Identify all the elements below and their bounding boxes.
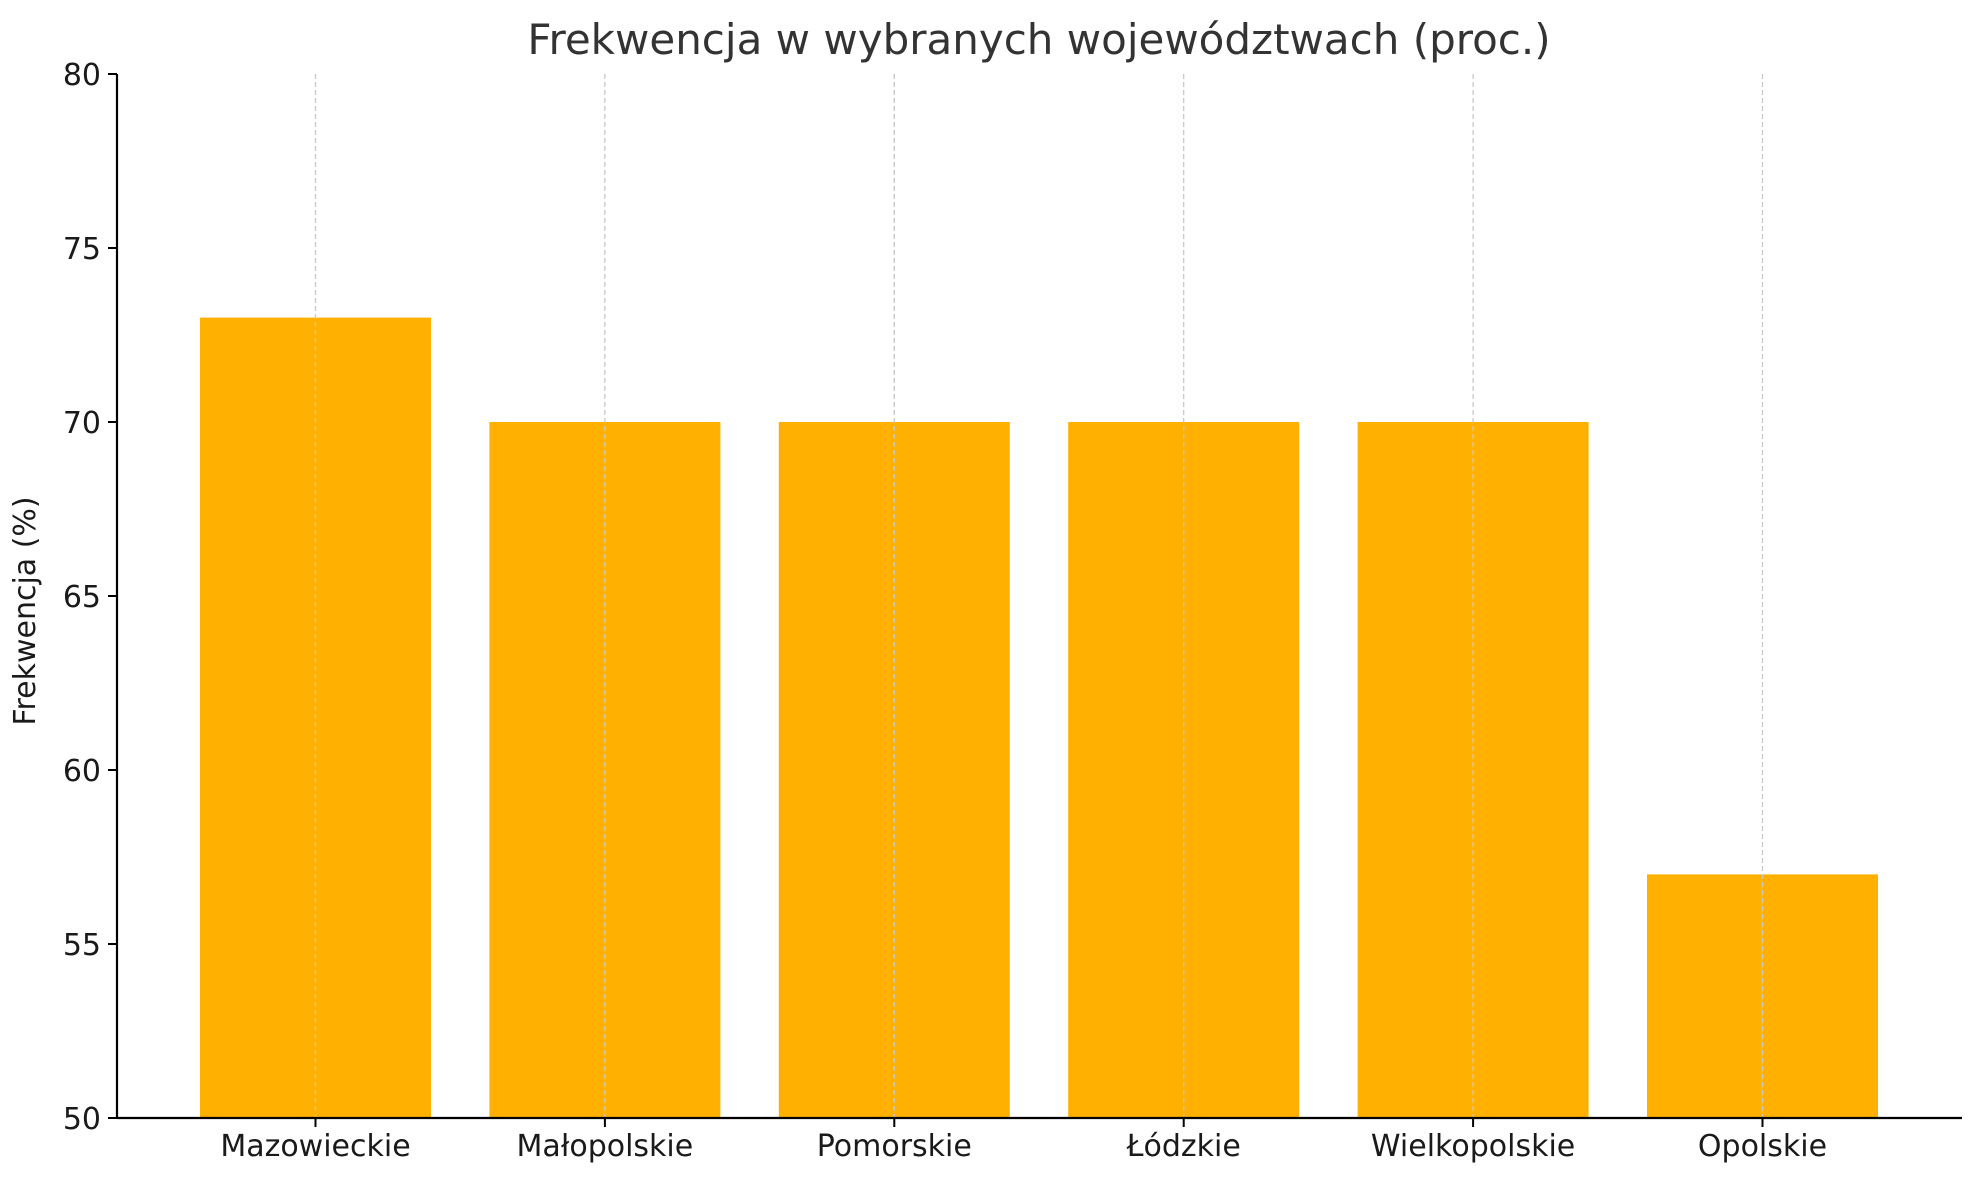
- y-tick-label: 55: [63, 928, 101, 963]
- x-tick-label: Mazowieckie: [220, 1129, 410, 1164]
- chart-title: Frekwencja w wybranych województwach (pr…: [527, 15, 1550, 64]
- y-tick-label: 65: [63, 580, 101, 615]
- x-ticks: Mazowieckie Małopolskie Pomorskie Łódzkie Wi…: [220, 1118, 1827, 1164]
- x-tick-label: Małopolskie: [517, 1129, 694, 1164]
- grid-front-layer: [314, 74, 1764, 1118]
- x-tick-label: Pomorskie: [817, 1129, 972, 1164]
- y-tick-label: 70: [63, 406, 101, 441]
- y-ticks: 50 55 60 65 70 75 80: [63, 58, 117, 1137]
- y-tick-label: 50: [63, 1102, 101, 1137]
- y-tick-label: 60: [63, 754, 101, 789]
- bars-layer: [200, 317, 1878, 1119]
- x-tick-label: Łódzkie: [1126, 1129, 1241, 1164]
- x-tick-label: Opolskie: [1698, 1129, 1827, 1164]
- y-tick-label: 80: [63, 58, 101, 93]
- y-tick-label: 75: [63, 232, 101, 267]
- y-axis-label: Frekwencja (%): [8, 496, 43, 725]
- x-tick-label: Wielkopolskie: [1371, 1129, 1575, 1164]
